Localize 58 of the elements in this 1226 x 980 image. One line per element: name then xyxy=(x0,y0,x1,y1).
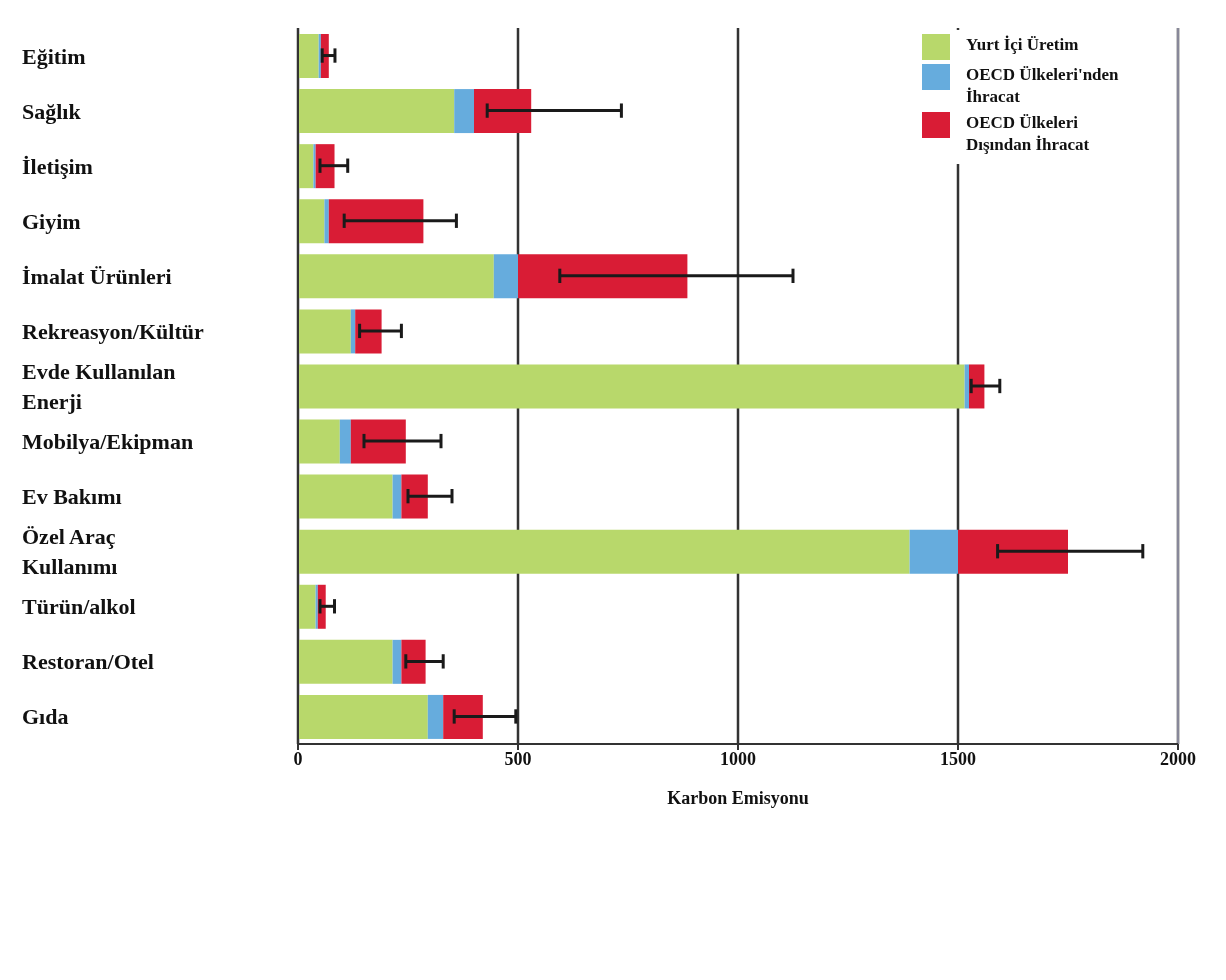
bar xyxy=(392,474,402,519)
bar xyxy=(355,309,382,354)
bar xyxy=(964,364,969,409)
bar xyxy=(324,199,329,244)
y-tick-label: İletişim xyxy=(22,153,93,179)
y-tick-label: Ev Bakımı xyxy=(22,484,122,510)
bar xyxy=(969,364,985,409)
bar xyxy=(298,694,428,739)
x-tick-label: 0 xyxy=(293,748,303,769)
x-axis-title: Karbon Emisyonu xyxy=(667,788,809,808)
bar xyxy=(298,364,965,409)
y-tick-label: Türün/alkol xyxy=(22,594,136,620)
y-tick-label: Mobilya/Ekipman xyxy=(22,429,194,455)
bar xyxy=(298,89,455,134)
y-tick-label: Restoran/Otel xyxy=(22,649,154,675)
bar xyxy=(454,89,474,134)
x-tick-label: 500 xyxy=(504,748,532,769)
bar xyxy=(313,144,316,189)
y-tick-label: İmalat Ürünleri xyxy=(22,263,172,289)
bar xyxy=(401,474,428,519)
y-tick-label: Rekreasyon/Kültür xyxy=(22,318,204,344)
bar xyxy=(298,529,910,574)
y-tick-label: Sağlık xyxy=(22,98,82,124)
bar xyxy=(298,639,393,684)
y-tick-label: Evde Kullanılan Enerji xyxy=(22,359,176,414)
bar xyxy=(909,529,958,574)
bar xyxy=(339,419,351,464)
legend-label: OECD Ülkeleri Dışından İhracat xyxy=(966,112,1091,156)
bar xyxy=(392,639,402,684)
bar xyxy=(518,254,688,299)
bar xyxy=(474,89,532,134)
bar xyxy=(958,529,1068,574)
bar xyxy=(298,254,494,299)
bar xyxy=(493,254,518,299)
x-tick-label: 1000 xyxy=(720,748,756,769)
bar xyxy=(350,419,406,464)
bar xyxy=(298,144,314,189)
bar xyxy=(318,34,321,78)
y-tick-label: Giyim xyxy=(22,208,81,234)
legend-label: OECD Ülkeleri'nden İhracat xyxy=(966,64,1120,108)
bar xyxy=(298,309,351,354)
bar xyxy=(315,584,318,629)
bar xyxy=(298,199,325,244)
x-tick-label: 1500 xyxy=(940,748,976,769)
bar xyxy=(427,694,444,739)
y-tick-label: Eğitim xyxy=(22,43,86,69)
bar xyxy=(298,474,393,519)
bar xyxy=(350,309,356,354)
bar xyxy=(298,419,340,464)
x-tick-label: 2000 xyxy=(1160,748,1196,769)
bar xyxy=(328,199,424,244)
y-tick-label: Özel Araç Kullanımı xyxy=(22,524,118,580)
bar xyxy=(298,34,319,78)
bar xyxy=(401,639,426,684)
bar xyxy=(298,584,316,629)
legend-label: Yurt İçi Üretim xyxy=(966,34,1080,56)
bar xyxy=(443,694,483,739)
y-tick-label: Gıda xyxy=(22,704,69,730)
